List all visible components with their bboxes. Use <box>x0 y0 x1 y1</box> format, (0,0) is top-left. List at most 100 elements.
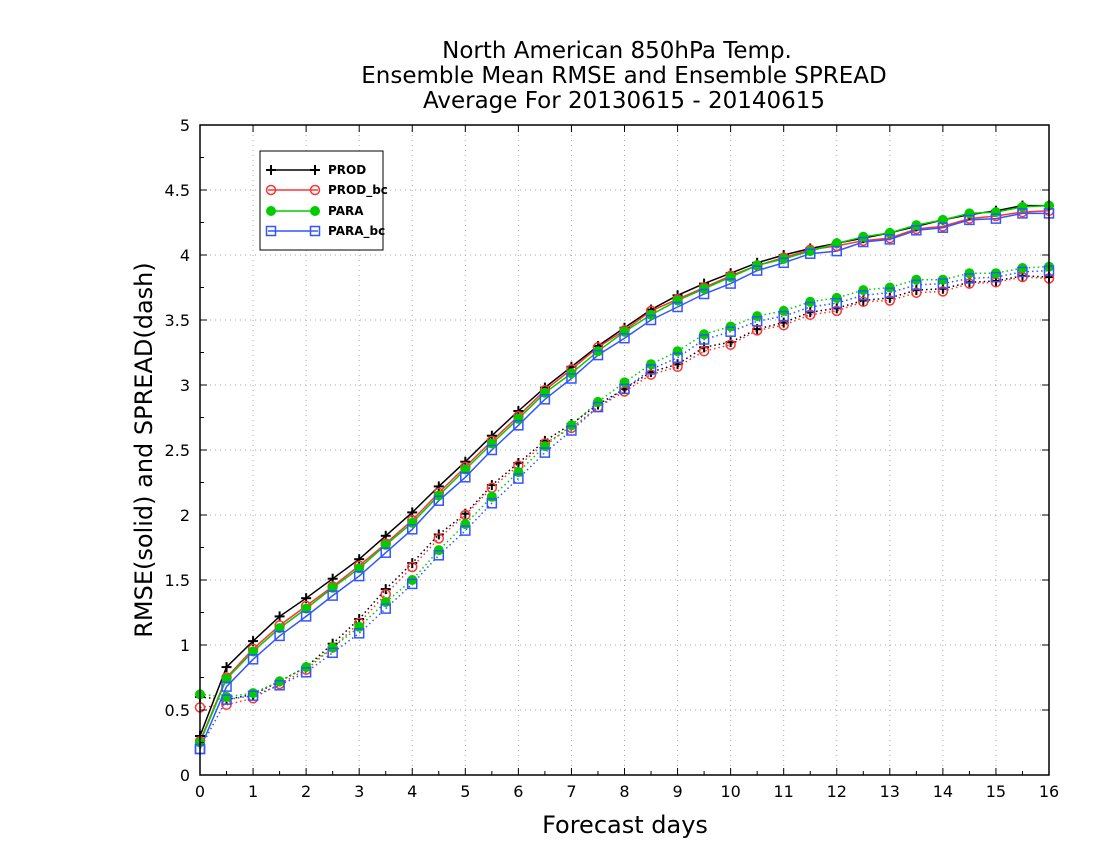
series-para-rmse-point <box>725 272 736 283</box>
series-para-bc-rmse-point <box>831 245 842 257</box>
x-tick-label: 4 <box>407 782 417 801</box>
series-para-rmse-point <box>513 413 524 424</box>
series-para-bc-spread-point <box>964 273 975 284</box>
series-prod-bc-spread-point <box>804 309 816 321</box>
series-para-spread-point <box>248 688 259 699</box>
chart-title-line-3: Average For 20130615 - 20140615 <box>423 88 825 114</box>
series-para-bc-rmse-point <box>1017 208 1028 219</box>
series-prod-bc-spread-point <box>698 345 710 357</box>
chart-title-line-2: Ensemble Mean RMSE and Ensemble SPREAD <box>361 63 886 89</box>
chart-title: North American 850hPa Temp. Ensemble Mea… <box>361 38 886 114</box>
series-para-rmse-point <box>460 464 471 475</box>
series-para-bc-spread-point <box>804 301 816 313</box>
y-axis-label: RMSE(solid) and SPREAD(dash) <box>130 262 158 638</box>
x-tick-label: 1 <box>248 782 258 801</box>
series-para-bc-rmse-point <box>460 472 471 483</box>
series-prod-rmse-point <box>221 662 232 673</box>
series-para-rmse-point <box>486 438 497 449</box>
legend-marker-para-bc <box>265 225 277 237</box>
series-para-bc-spread-point <box>698 334 710 345</box>
y-tick-label: 1 <box>180 636 190 655</box>
x-tick-label: 16 <box>1039 782 1059 801</box>
series-para-bc-spread-point <box>539 447 551 458</box>
y-tick-label: 0.5 <box>165 701 190 720</box>
series-para-bc-spread-point <box>247 690 259 701</box>
series-prod-rmse-point <box>274 611 285 622</box>
x-tick-label: 0 <box>195 782 205 801</box>
series-para-rmse-point <box>831 238 842 249</box>
series-para-spread-point <box>380 597 391 608</box>
x-tick-label: 14 <box>933 782 953 801</box>
series-para-bc-rmse-point <box>327 590 338 601</box>
series-para-bc-rmse-point <box>592 349 604 361</box>
series-para-bc-spread-point <box>460 525 471 536</box>
series-para-bc-rmse-point <box>300 611 312 622</box>
series-para-bc-rmse-point <box>433 495 445 506</box>
series-para-rmse-point <box>672 295 683 306</box>
x-tick-label: 3 <box>354 782 364 801</box>
legend-label-para-bc: PARA_bc <box>328 224 385 239</box>
series-para-rmse-point <box>619 326 630 337</box>
legend-marker-para <box>310 206 320 216</box>
x-tick-label: 7 <box>566 782 576 801</box>
series-para-bc-spread-point <box>990 271 1002 283</box>
series-para-rmse-point <box>221 673 232 684</box>
legend-marker-para <box>266 206 276 216</box>
y-tick-label: 1.5 <box>165 571 190 590</box>
x-tick-label: 8 <box>619 782 629 801</box>
y-tick-label: 3 <box>180 376 190 395</box>
series-para-spread-point <box>619 377 630 388</box>
y-tick-label: 4 <box>180 246 190 265</box>
y-tick-label: 2 <box>180 506 190 525</box>
series-para-bc-rmse-point <box>751 265 763 276</box>
x-tick-label: 13 <box>880 782 900 801</box>
series-layer <box>194 200 1055 755</box>
series-para-rmse-line <box>199 204 1050 743</box>
series-para-bc-spread-point <box>274 680 285 691</box>
series-para-bc-spread-point <box>884 287 896 298</box>
y-tick-label: 3.5 <box>165 311 190 330</box>
y-tick-label: 4.5 <box>165 181 190 200</box>
series-para-rmse-point <box>539 387 550 398</box>
x-tick-label: 6 <box>513 782 523 801</box>
series-para-bc-rmse-point <box>353 570 365 582</box>
series-para-bc-rmse-point <box>380 547 391 558</box>
series-para-rmse-point <box>354 563 365 574</box>
series-prod-rmse-point <box>433 481 444 492</box>
series-para-bc-rmse-point <box>778 257 789 269</box>
series-para-bc-spread-point <box>831 297 842 309</box>
series-para-bc-spread-point <box>407 578 418 590</box>
series-para-bc-rmse-point <box>486 444 498 456</box>
series-para-rmse-point <box>805 246 816 257</box>
series-prod-spread-line <box>199 275 1050 701</box>
legend-label-prod: PROD <box>328 163 366 177</box>
series-para-bc-rmse-point <box>619 332 630 344</box>
axis-ticks: 0 1 2 3 4 5 6 7 8 9 10 11 12 13 14 15 1600.511.522.533.5… <box>165 116 1060 801</box>
series-para-bc-spread-point <box>672 352 683 363</box>
series-para-rmse-point <box>274 623 285 634</box>
series-para-bc-spread-point <box>778 310 789 322</box>
series-para-bc-rmse-point <box>513 420 524 431</box>
series-para-rmse-point <box>937 214 948 225</box>
series-para-bc-spread-point <box>751 316 763 327</box>
series-para-spread-point <box>672 346 683 357</box>
y-tick-label: 5 <box>180 116 190 135</box>
x-tick-label: 2 <box>301 782 311 801</box>
series-para-spread-point <box>460 519 471 530</box>
legend-marker-prod <box>266 165 276 175</box>
legend-label-para: PARA <box>328 204 364 218</box>
legend-marker-para-bc <box>309 225 321 237</box>
series-para-bc-rmse-point <box>804 248 816 259</box>
series-para-spread-point <box>513 467 524 478</box>
series-para-bc-spread-point <box>353 628 365 639</box>
series-para-bc-rmse-point <box>274 630 285 642</box>
series-para-bc-spread-point <box>619 383 630 395</box>
series-para-bc-spread-point <box>221 694 232 705</box>
series-prod-bc-spread-point <box>858 296 869 308</box>
chart-title-line-1: North American 850hPa Temp. <box>442 38 792 64</box>
series-para-bc-spread-point <box>1017 266 1028 278</box>
series-para-rmse-point <box>248 646 259 657</box>
series-para-bc-spread-point <box>937 278 949 289</box>
series-prod-bc-spread-point <box>433 533 445 544</box>
